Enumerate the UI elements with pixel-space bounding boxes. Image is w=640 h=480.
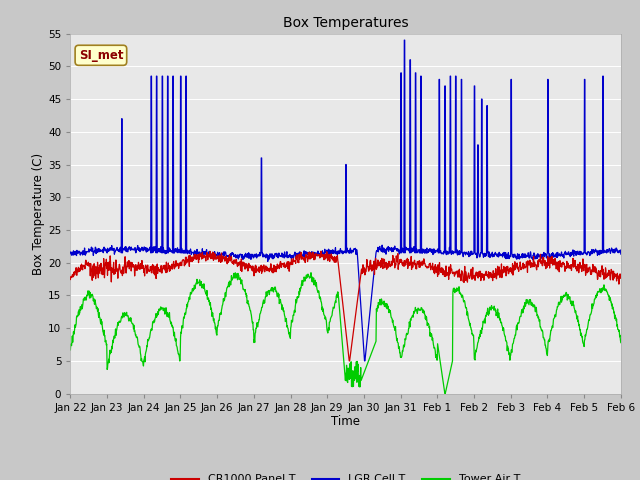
Tower Air T bbox=[617, 340, 625, 346]
CR1000 Panel T bbox=[189, 254, 196, 260]
Y-axis label: Box Temperature (C): Box Temperature (C) bbox=[33, 153, 45, 275]
CR1000 Panel T bbox=[432, 264, 440, 270]
CR1000 Panel T bbox=[317, 248, 324, 254]
Tower Air T bbox=[504, 343, 511, 349]
Line: Tower Air T: Tower Air T bbox=[70, 273, 621, 394]
LGR Cell T bbox=[250, 252, 258, 258]
Title: Box Temperatures: Box Temperatures bbox=[283, 16, 408, 30]
LGR Cell T bbox=[67, 249, 74, 255]
CR1000 Panel T bbox=[67, 276, 74, 282]
LGR Cell T bbox=[504, 255, 511, 261]
CR1000 Panel T bbox=[504, 264, 511, 269]
CR1000 Panel T bbox=[250, 266, 258, 272]
Tower Air T bbox=[431, 348, 439, 354]
Tower Air T bbox=[250, 336, 258, 342]
Tower Air T bbox=[441, 391, 449, 396]
LGR Cell T bbox=[552, 254, 560, 260]
Line: CR1000 Panel T: CR1000 Panel T bbox=[70, 251, 621, 361]
X-axis label: Time: Time bbox=[331, 415, 360, 429]
Tower Air T bbox=[552, 310, 560, 316]
Tower Air T bbox=[175, 355, 183, 360]
LGR Cell T bbox=[175, 248, 183, 253]
LGR Cell T bbox=[401, 37, 408, 43]
Tower Air T bbox=[307, 270, 315, 276]
CR1000 Panel T bbox=[175, 262, 183, 267]
LGR Cell T bbox=[189, 250, 196, 255]
CR1000 Panel T bbox=[552, 266, 560, 272]
Line: LGR Cell T: LGR Cell T bbox=[70, 40, 621, 361]
Tower Air T bbox=[189, 288, 196, 294]
CR1000 Panel T bbox=[617, 276, 625, 281]
LGR Cell T bbox=[432, 250, 440, 255]
Tower Air T bbox=[67, 347, 74, 353]
Legend: CR1000 Panel T, LGR Cell T, Tower Air T: CR1000 Panel T, LGR Cell T, Tower Air T bbox=[166, 470, 525, 480]
LGR Cell T bbox=[361, 358, 369, 364]
LGR Cell T bbox=[617, 251, 625, 257]
Text: SI_met: SI_met bbox=[79, 49, 123, 62]
CR1000 Panel T bbox=[346, 358, 353, 364]
